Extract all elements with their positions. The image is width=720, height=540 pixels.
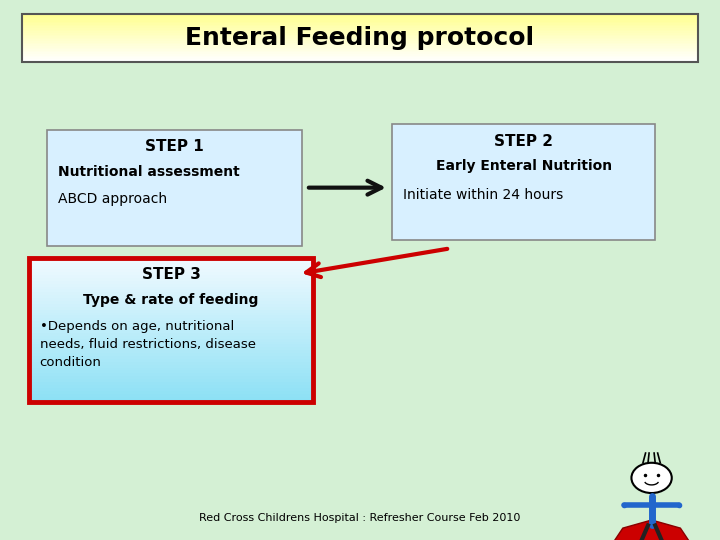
- Bar: [22, 39, 698, 41]
- Bar: [29, 373, 313, 376]
- Bar: [29, 315, 313, 319]
- Bar: [29, 364, 313, 368]
- Bar: [29, 341, 313, 345]
- FancyBboxPatch shape: [392, 124, 655, 240]
- Bar: [29, 295, 313, 298]
- Bar: [29, 370, 313, 373]
- Bar: [29, 335, 313, 339]
- Bar: [22, 58, 698, 60]
- Text: Type & rate of feeding: Type & rate of feeding: [84, 293, 258, 307]
- Bar: [22, 28, 698, 30]
- Bar: [22, 47, 698, 49]
- Bar: [22, 15, 698, 17]
- Bar: [22, 50, 698, 52]
- Bar: [29, 376, 313, 379]
- Bar: [29, 338, 313, 341]
- Bar: [29, 266, 313, 269]
- Bar: [22, 42, 698, 44]
- Bar: [29, 390, 313, 394]
- Bar: [29, 355, 313, 359]
- Bar: [29, 289, 313, 292]
- Bar: [22, 57, 698, 59]
- Bar: [29, 329, 313, 333]
- Bar: [22, 37, 698, 39]
- Bar: [29, 318, 313, 321]
- Bar: [29, 274, 313, 278]
- FancyBboxPatch shape: [47, 130, 302, 246]
- Bar: [29, 332, 313, 336]
- Bar: [29, 367, 313, 370]
- Polygon shape: [608, 520, 695, 540]
- Bar: [29, 347, 313, 350]
- Bar: [29, 286, 313, 289]
- Bar: [22, 52, 698, 54]
- Text: •Depends on age, nutritional
needs, fluid restrictions, disease
condition: •Depends on age, nutritional needs, flui…: [40, 320, 256, 369]
- Bar: [22, 36, 698, 38]
- Bar: [29, 384, 313, 388]
- Bar: [29, 379, 313, 382]
- Bar: [29, 344, 313, 347]
- Bar: [22, 34, 698, 36]
- Bar: [22, 13, 698, 15]
- Bar: [22, 49, 698, 51]
- Bar: [29, 298, 313, 301]
- Text: STEP 1: STEP 1: [145, 139, 204, 154]
- Bar: [22, 44, 698, 46]
- Bar: [22, 55, 698, 57]
- Bar: [29, 300, 313, 304]
- Bar: [22, 60, 698, 62]
- Bar: [29, 292, 313, 295]
- Bar: [29, 303, 313, 307]
- Bar: [29, 268, 313, 272]
- Bar: [22, 40, 698, 43]
- Text: Enteral Feeding protocol: Enteral Feeding protocol: [186, 26, 534, 50]
- Bar: [29, 361, 313, 365]
- Bar: [22, 31, 698, 33]
- Bar: [29, 323, 313, 327]
- Text: Red Cross Childrens Hospital : Refresher Course Feb 2010: Red Cross Childrens Hospital : Refresher…: [199, 512, 521, 523]
- Circle shape: [631, 463, 672, 493]
- Bar: [29, 257, 313, 260]
- Bar: [29, 312, 313, 315]
- Bar: [22, 24, 698, 26]
- Bar: [22, 29, 698, 31]
- Text: Nutritional assessment: Nutritional assessment: [58, 165, 239, 179]
- Bar: [22, 16, 698, 18]
- Bar: [29, 381, 313, 385]
- Bar: [22, 45, 698, 48]
- Bar: [22, 19, 698, 22]
- Bar: [29, 399, 313, 402]
- Bar: [29, 263, 313, 266]
- Bar: [29, 260, 313, 264]
- Text: ABCD approach: ABCD approach: [58, 192, 167, 206]
- Text: STEP 3: STEP 3: [142, 267, 200, 282]
- Bar: [29, 272, 313, 275]
- Bar: [22, 18, 698, 20]
- Bar: [29, 280, 313, 284]
- Text: Initiate within 24 hours: Initiate within 24 hours: [403, 188, 564, 202]
- Bar: [29, 393, 313, 396]
- Text: STEP 2: STEP 2: [495, 134, 553, 149]
- Bar: [22, 26, 698, 28]
- Bar: [22, 32, 698, 35]
- Bar: [29, 387, 313, 391]
- Bar: [29, 396, 313, 400]
- Bar: [29, 350, 313, 353]
- Bar: [29, 359, 313, 362]
- Bar: [29, 283, 313, 287]
- Bar: [22, 53, 698, 56]
- Bar: [29, 321, 313, 324]
- Bar: [29, 309, 313, 313]
- Bar: [29, 306, 313, 309]
- Bar: [22, 21, 698, 23]
- Text: Early Enteral Nutrition: Early Enteral Nutrition: [436, 159, 612, 173]
- Bar: [29, 278, 313, 281]
- Bar: [29, 327, 313, 330]
- Bar: [29, 353, 313, 356]
- Bar: [22, 23, 698, 25]
